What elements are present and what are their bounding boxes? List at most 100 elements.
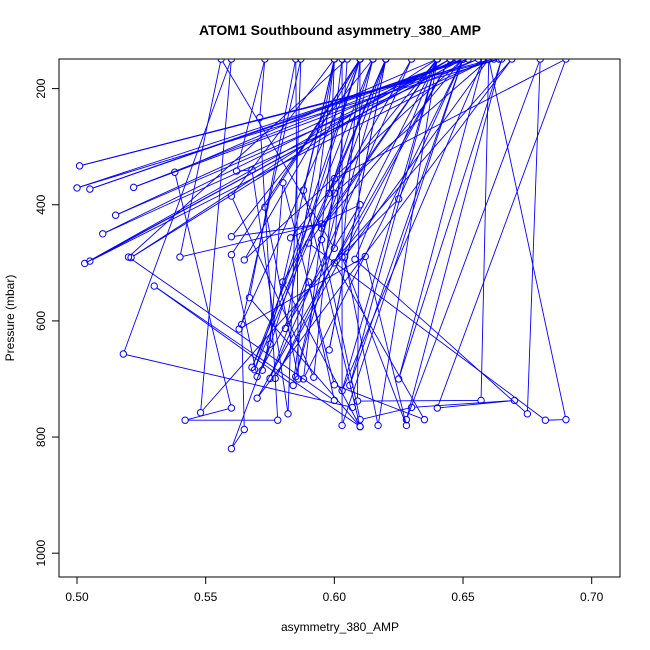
data-point <box>253 372 261 381</box>
series-segment <box>365 259 407 423</box>
data-point <box>227 251 236 259</box>
data-point <box>317 224 326 232</box>
data-point <box>261 203 269 211</box>
data-point <box>73 184 81 192</box>
data-point <box>330 174 339 183</box>
data-point <box>325 346 333 354</box>
series-segment <box>276 61 437 376</box>
x-axis-label: asymmetry_380_AMP <box>281 620 399 634</box>
data-point <box>479 59 488 63</box>
data-point <box>240 256 248 264</box>
series-segment <box>241 327 245 427</box>
data-point <box>292 372 300 381</box>
series-segment <box>355 61 437 257</box>
series-segment <box>342 61 437 388</box>
series-segment <box>262 61 360 368</box>
series-segment <box>360 400 478 402</box>
data-point <box>464 59 472 63</box>
series-segment <box>350 61 437 383</box>
data-point <box>227 192 236 200</box>
data-point <box>394 375 403 383</box>
series-segment <box>245 61 359 258</box>
data-point <box>111 211 120 219</box>
y-tick-label: 800 <box>34 427 48 447</box>
data-point <box>245 293 254 302</box>
series-segment <box>342 259 406 423</box>
data-point <box>235 325 243 333</box>
series-segment <box>188 408 229 420</box>
data-point <box>181 416 189 424</box>
series-segment <box>341 62 361 254</box>
data-point <box>310 373 318 381</box>
series-segment <box>182 224 319 257</box>
chart-title: ATOM1 Southbound asymmetry_380_AMP <box>199 22 481 38</box>
data-point <box>227 404 236 412</box>
data-point <box>351 255 359 264</box>
series-segment <box>276 61 450 376</box>
data-point <box>227 232 236 241</box>
data-point <box>279 278 287 286</box>
series-segment <box>342 61 463 423</box>
data-point <box>474 59 483 63</box>
y-axis: 200 400 600 800 1000 <box>34 78 60 567</box>
data-point <box>227 444 236 453</box>
series-segment <box>292 61 436 236</box>
series-segment <box>406 61 502 417</box>
data-point <box>562 415 570 424</box>
data-point <box>279 178 287 187</box>
y-tick-label: 400 <box>34 194 48 214</box>
data-point <box>330 244 339 253</box>
data-point <box>356 415 364 424</box>
data-point <box>248 166 256 174</box>
series-segment <box>407 61 540 417</box>
series-segment <box>232 431 243 447</box>
data-point <box>271 374 279 383</box>
series-segment <box>200 62 232 410</box>
data-point <box>356 201 364 209</box>
data-point <box>346 381 354 390</box>
data-point <box>420 415 429 424</box>
data-point <box>176 253 184 261</box>
series-segment <box>310 244 544 419</box>
series-segment <box>87 60 448 263</box>
data-point <box>343 59 351 63</box>
data-point <box>217 59 225 63</box>
series-segment <box>241 62 301 322</box>
series-segment <box>414 400 512 408</box>
data-point <box>541 416 550 424</box>
data-point <box>99 230 107 238</box>
series-segment <box>180 62 221 254</box>
series-segment <box>440 400 512 409</box>
data-point <box>248 363 256 372</box>
data-point <box>266 374 274 383</box>
data-point <box>510 396 519 405</box>
data-point <box>289 381 297 390</box>
data-point <box>232 167 241 175</box>
data-point <box>340 253 349 261</box>
data-point <box>338 421 346 430</box>
series-segment <box>262 62 335 368</box>
data-point <box>490 59 498 63</box>
series-segment <box>156 287 291 384</box>
series-segment <box>293 205 358 237</box>
series-segment <box>437 61 566 406</box>
x-tick-label: 0.70 <box>580 590 604 604</box>
data-point <box>407 59 416 63</box>
data-point <box>227 59 236 63</box>
data-point <box>495 59 503 63</box>
x-tick-label: 0.50 <box>65 590 89 604</box>
data-point <box>124 253 133 261</box>
data-point <box>459 59 467 63</box>
series-segment <box>329 62 386 347</box>
data-point <box>286 234 295 242</box>
series-segment <box>126 354 350 408</box>
data-point <box>562 59 570 63</box>
data-point <box>196 408 205 417</box>
series-segment <box>136 59 476 187</box>
data-point <box>394 195 403 203</box>
series-segment <box>177 59 435 172</box>
data-point <box>382 59 390 63</box>
series-segment <box>232 198 313 375</box>
data-point <box>171 168 179 176</box>
data-point <box>297 59 305 63</box>
